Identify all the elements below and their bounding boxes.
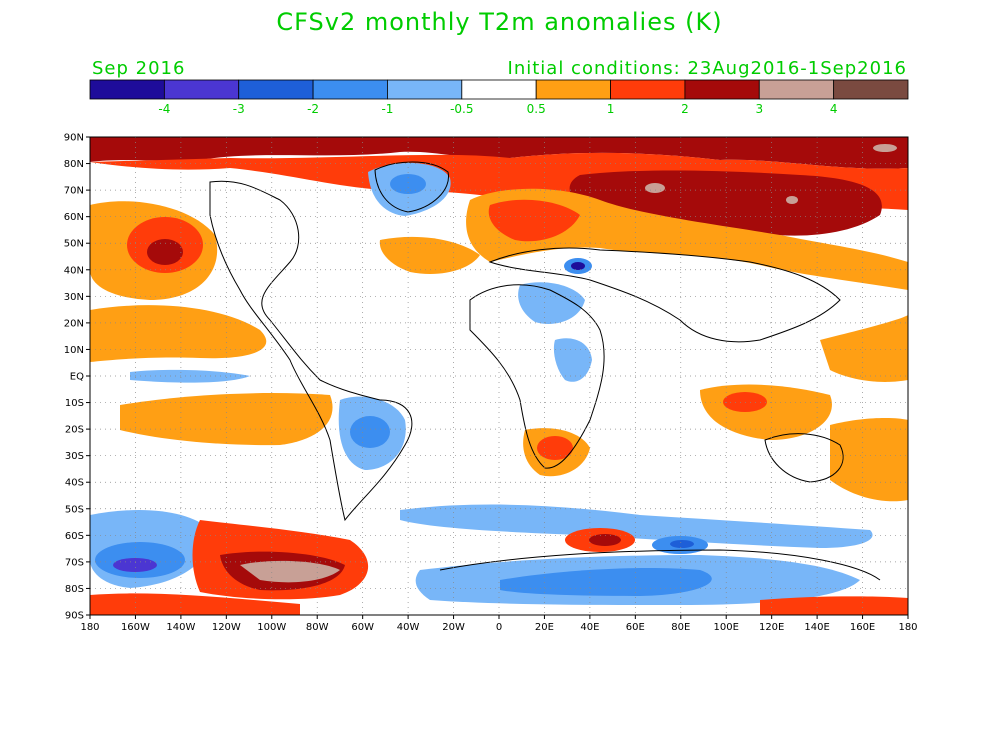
- amundsen-sea-warm-region: [90, 520, 908, 615]
- colorbar-label: -0.5: [450, 102, 473, 116]
- colorbar-label: 4: [830, 102, 838, 116]
- lat-label: 90S: [65, 611, 84, 622]
- colorbar-swatch: [684, 79, 760, 100]
- antarctica-cold-region: [415, 536, 860, 605]
- lat-label: 30S: [65, 451, 84, 462]
- lat-label: 50S: [65, 504, 84, 515]
- lat-label: 80S: [65, 584, 84, 595]
- lon-label: 100W: [257, 622, 286, 633]
- colorbar-label: -2: [307, 102, 319, 116]
- lon-label: 40W: [397, 622, 420, 633]
- colorbar-label: 2: [681, 102, 689, 116]
- lon-label: 180: [898, 622, 917, 633]
- lon-label: 140E: [804, 622, 829, 633]
- initial-conditions-label: Initial conditions: 23Aug2016-1Sep2016: [507, 58, 907, 79]
- anomaly-field: [90, 137, 908, 615]
- colorbar-swatch: [387, 79, 463, 100]
- lat-label: EQ: [70, 372, 84, 383]
- colorbar-label: -4: [158, 102, 170, 116]
- colorbar-swatch: [461, 79, 537, 100]
- lon-label: 80W: [306, 622, 329, 633]
- colorbar-label: 0.5: [527, 102, 546, 116]
- lon-label: 100E: [714, 622, 739, 633]
- colorbar-swatch: [758, 79, 835, 100]
- lat-label: 50N: [64, 239, 84, 250]
- lat-label: 30N: [64, 292, 84, 303]
- map-axes: 90N 80N 70N 60N 50N 40N 30N 20N 10N EQ 10S 20S 30S 40…: [64, 133, 918, 634]
- lon-label: 120W: [212, 622, 241, 633]
- lon-label: 80E: [671, 622, 690, 633]
- coastlines: [209, 161, 881, 581]
- lat-label: 60S: [65, 531, 84, 542]
- lat-label: 60N: [64, 212, 84, 223]
- north-pacific-warm-region: [90, 201, 218, 300]
- colorbar-label: 3: [755, 102, 763, 116]
- colorbar-swatch: [312, 79, 388, 100]
- lat-label: 10N: [64, 345, 84, 356]
- lon-label: 120E: [759, 622, 784, 633]
- eurasia-warm-region: [379, 188, 908, 290]
- lon-label: 180: [80, 622, 99, 633]
- map-title: CFSv2 monthly T2m anomalies (K): [276, 8, 723, 36]
- colorbar-label: -1: [381, 102, 393, 116]
- valid-month-label: Sep 2016: [92, 58, 186, 79]
- lat-label: 70N: [64, 186, 84, 197]
- lon-label: 60W: [351, 622, 374, 633]
- lon-label: 140W: [166, 622, 195, 633]
- lon-label: 60E: [626, 622, 645, 633]
- lon-label: 20E: [535, 622, 554, 633]
- lat-label: 10S: [65, 398, 84, 409]
- lat-label: 40S: [65, 478, 84, 489]
- lon-label: 40E: [580, 622, 599, 633]
- west-pacific-warm-region: [700, 315, 908, 502]
- southern-ocean-cold-region: [90, 504, 873, 588]
- lat-label: 80N: [64, 159, 84, 170]
- lon-label: 160E: [850, 622, 875, 633]
- colorbar-swatch: [535, 79, 611, 100]
- colorbar-label: 1: [607, 102, 615, 116]
- south-america-cold-region: [338, 396, 406, 470]
- colorbar-swatch: [610, 79, 686, 100]
- lon-label: 0: [496, 622, 502, 633]
- tropical-pacific-region: [90, 305, 333, 446]
- lat-label: 20N: [64, 318, 84, 329]
- colorbar-swatch: [238, 79, 314, 100]
- lon-label: 20W: [442, 622, 465, 633]
- southern-africa-warm-region: [523, 428, 590, 477]
- lat-label: 90N: [64, 133, 84, 144]
- colorbar-swatch: [163, 79, 240, 100]
- lat-label: 70S: [65, 557, 84, 568]
- colorbar-swatch: [89, 79, 165, 100]
- colorbar-swatch: [833, 79, 909, 100]
- colorbar-label: -3: [233, 102, 245, 116]
- colorbar: -4 -3 -2 -1 -0.5 0.5 1 2 3 4: [89, 79, 909, 116]
- lon-label: 160W: [121, 622, 150, 633]
- lat-label: 20S: [65, 425, 84, 436]
- lat-label: 40N: [64, 265, 84, 276]
